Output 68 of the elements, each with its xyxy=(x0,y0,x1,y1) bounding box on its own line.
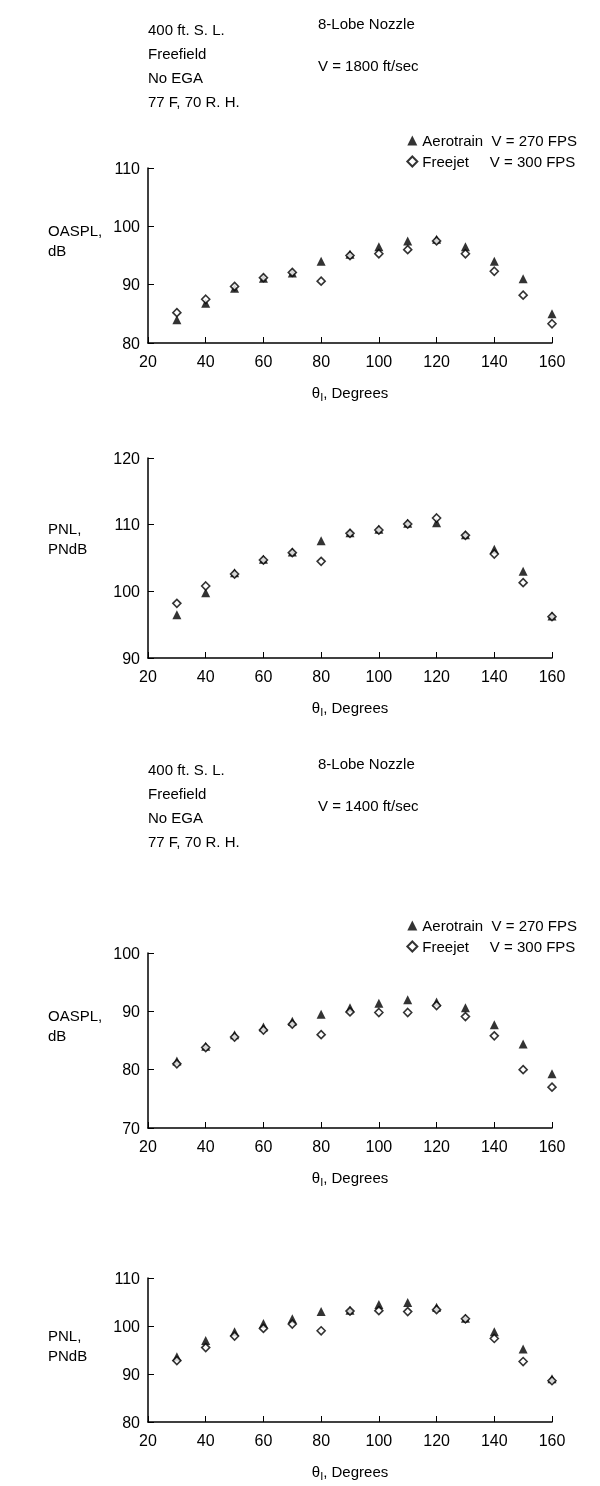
x-tick-label: 80 xyxy=(312,1431,331,1449)
text: Freefield xyxy=(148,45,207,62)
x-tick-label: 120 xyxy=(423,1137,451,1155)
text: No EGA xyxy=(148,69,204,86)
y-axis-title: OASPL, dB xyxy=(48,222,103,259)
y-tick-label: 100 xyxy=(113,1317,141,1335)
x-tick-label: 100 xyxy=(365,667,393,685)
x-tick-label: 80 xyxy=(312,667,331,685)
y-tick-label: 110 xyxy=(114,1269,141,1287)
x-tick-label: 140 xyxy=(480,667,508,685)
y-tick-label: 90 xyxy=(122,1365,141,1383)
x-tick-label: 160 xyxy=(538,1431,566,1449)
text: 400 ft. S. L. xyxy=(148,761,225,778)
x-tick-label: 160 xyxy=(538,352,566,370)
x-tick-label: 100 xyxy=(365,1137,393,1155)
text: 77 F, 70 R. H. xyxy=(148,93,240,110)
chart-subtitle: V = 1800 ft/sec xyxy=(318,57,419,74)
x-tick-label: 120 xyxy=(423,352,451,370)
x-tick-label: 140 xyxy=(480,352,508,370)
legend-label: Aerotrain V = 270 FPS xyxy=(422,132,578,149)
y-tick-label: 90 xyxy=(122,276,141,294)
x-tick-label: 20 xyxy=(139,667,157,685)
text: No EGA xyxy=(148,809,204,826)
x-tick-label: 120 xyxy=(423,1431,451,1449)
x-tick-label: 40 xyxy=(196,352,215,370)
legend-label: Freejet V = 300 FPS xyxy=(422,938,576,955)
x-tick-label: 20 xyxy=(139,1431,157,1449)
x-tick-label: 160 xyxy=(538,667,566,685)
y-tick-label: 100 xyxy=(113,217,141,235)
x-tick-label: 40 xyxy=(196,1137,215,1155)
x-tick-label: 100 xyxy=(365,1431,393,1449)
y-tick-label: 90 xyxy=(122,649,141,667)
x-tick-label: 160 xyxy=(538,1137,566,1155)
y-tick-label: 80 xyxy=(122,334,141,352)
legend-label: Freejet V = 300 FPS xyxy=(422,153,576,170)
text: 77 F, 70 R. H. xyxy=(148,833,240,850)
x-tick-label: 20 xyxy=(139,352,157,370)
x-tick-label: 60 xyxy=(254,352,273,370)
x-tick-label: 140 xyxy=(480,1137,508,1155)
x-tick-label: 140 xyxy=(480,1431,508,1449)
y-tick-label: 120 xyxy=(113,449,141,467)
y-tick-label: 70 xyxy=(122,1119,141,1137)
y-tick-label: 110 xyxy=(114,516,141,534)
x-tick-label: 120 xyxy=(423,667,451,685)
legend-label: Aerotrain V = 270 FPS xyxy=(422,917,578,934)
text: 400 ft. S. L. xyxy=(148,21,225,38)
chart-subtitle: V = 1400 ft/sec xyxy=(318,797,419,814)
y-tick-label: 80 xyxy=(122,1413,141,1431)
x-tick-label: 80 xyxy=(312,1137,331,1155)
y-tick-label: 100 xyxy=(113,582,141,600)
x-tick-label: 20 xyxy=(139,1137,157,1155)
x-tick-label: 80 xyxy=(312,352,331,370)
y-axis-title: OASPL, dB xyxy=(48,1007,103,1044)
x-tick-label: 60 xyxy=(254,1137,273,1155)
y-tick-label: 100 xyxy=(113,944,141,962)
x-tick-label: 100 xyxy=(365,352,393,370)
x-tick-label: 60 xyxy=(254,667,273,685)
y-axis-title: PNL, PNdB xyxy=(48,519,88,557)
chart-title: 8-Lobe Nozzle xyxy=(318,755,415,772)
y-tick-label: 90 xyxy=(122,1002,141,1020)
text: Freefield xyxy=(148,785,207,802)
x-tick-label: 40 xyxy=(196,1431,215,1449)
x-tick-label: 60 xyxy=(254,1431,273,1449)
chart-title: 8-Lobe Nozzle xyxy=(318,15,415,32)
x-tick-label: 40 xyxy=(196,667,215,685)
y-tick-label: 80 xyxy=(122,1061,141,1079)
y-axis-title: PNL, PNdB xyxy=(48,1326,88,1364)
y-tick-label: 110 xyxy=(114,159,141,177)
